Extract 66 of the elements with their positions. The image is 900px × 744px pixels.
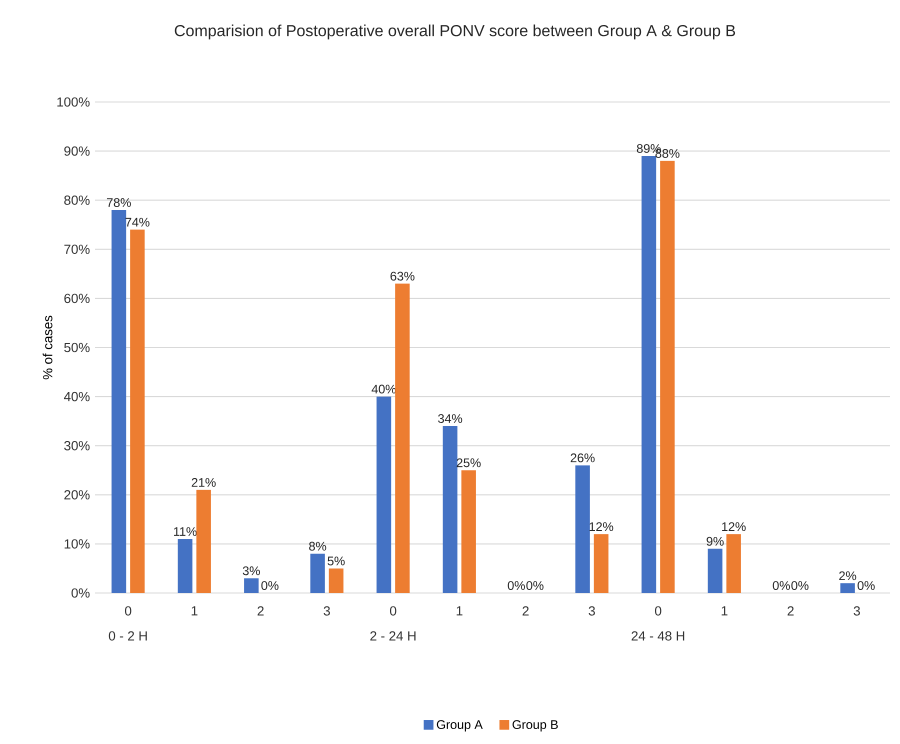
bar — [594, 534, 608, 593]
x-tick-label: 0 — [390, 606, 396, 616]
y-tick-label: 90% — [64, 146, 90, 156]
text: 0 - 2 H — [108, 631, 147, 641]
y-tick-label: 30% — [64, 441, 90, 450]
data-label: 21% — [192, 478, 216, 487]
bar — [726, 534, 741, 593]
y-tick-label: 10% — [64, 539, 90, 549]
x-tick-label: 1 — [192, 606, 198, 616]
chart-title: Comparision of Postoperative overall PONV score between Group A & Group B — [174, 24, 736, 40]
legend-label: Group B — [512, 720, 558, 732]
data-label: 0% — [261, 581, 278, 590]
data-label: 5% — [328, 556, 345, 566]
bar — [708, 548, 722, 593]
bar — [328, 568, 344, 593]
y-tick-label: 100% — [57, 97, 90, 107]
bar — [244, 578, 259, 593]
x-tick-label: 2 — [258, 606, 264, 616]
data-label: 34% — [438, 414, 462, 424]
data-label: 63% — [390, 272, 414, 281]
x-tick-label: 0 — [654, 606, 662, 616]
data-label: 0% — [772, 581, 790, 590]
bar — [178, 538, 192, 593]
x-tick-label: 3 — [588, 606, 595, 616]
text: 2 - 24 H — [370, 631, 416, 640]
y-tick-label: 60% — [64, 294, 90, 304]
text: 24 - 48 H — [632, 631, 684, 641]
bar — [642, 156, 656, 593]
data-label: 0% — [508, 581, 525, 590]
y-tick-label: 50% — [64, 342, 90, 352]
data-label: 0% — [791, 581, 808, 590]
y-tick-label: 70% — [64, 244, 90, 254]
y-tick-label: 80% — [64, 196, 90, 205]
y-tick-label: 40% — [64, 392, 90, 402]
data-label: 8% — [309, 542, 326, 551]
y-tick-label: 0% — [72, 588, 90, 598]
bar — [395, 284, 410, 593]
data-label: 9% — [706, 536, 724, 546]
bar — [196, 490, 211, 593]
data-label: 26% — [570, 453, 595, 462]
x-tick-label: 2 — [522, 606, 529, 616]
bar — [442, 426, 458, 593]
y-axis-title: % of cases — [42, 316, 52, 380]
x-tick-label: 3 — [324, 606, 330, 616]
data-label: 2% — [839, 571, 856, 580]
data-label: 3% — [242, 566, 260, 576]
bar — [840, 583, 855, 593]
bar — [112, 210, 126, 593]
bar — [461, 470, 476, 593]
bar — [660, 160, 675, 593]
data-label: 78% — [106, 198, 131, 207]
legend-label: Group A — [436, 720, 483, 732]
y-tick-label: 20% — [64, 490, 90, 500]
x-tick-label: 0 — [124, 606, 132, 616]
bar — [575, 465, 590, 593]
data-label: 11% — [174, 527, 197, 536]
data-label: 0% — [858, 581, 875, 590]
bar — [376, 396, 392, 593]
data-label: 0% — [526, 581, 544, 590]
data-label: 12% — [722, 522, 746, 532]
x-tick-label: 1 — [722, 606, 728, 616]
x-tick-label: 2 — [788, 606, 794, 616]
x-tick-label: 3 — [854, 606, 860, 616]
bar — [130, 230, 145, 593]
x-tick-label: 1 — [456, 606, 462, 616]
bar — [310, 554, 325, 593]
